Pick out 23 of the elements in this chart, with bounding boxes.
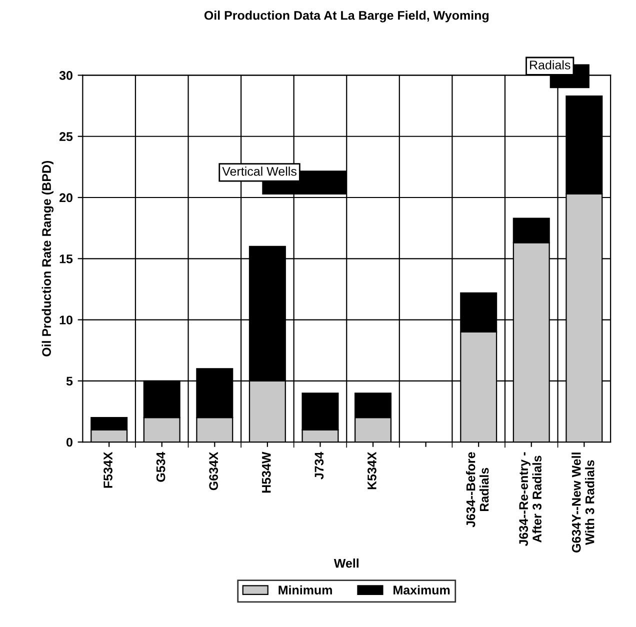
x-tick-label: G634X bbox=[209, 452, 218, 490]
y-tick-label: 0 bbox=[66, 438, 72, 447]
annotation: Vertical Wells bbox=[222, 166, 296, 176]
x-tick-label: F534X bbox=[104, 452, 112, 488]
text: Radials bbox=[530, 60, 570, 70]
y-axis-title: Oil Production Rate Range (BPD) bbox=[42, 160, 54, 356]
legend-label: Minimum bbox=[278, 585, 332, 595]
x-tick-label: H534W bbox=[262, 452, 271, 493]
y-tick-label: 15 bbox=[60, 254, 73, 264]
x-tick-label: G634Y--New Well With 3 Radials bbox=[572, 452, 594, 552]
y-tick-label: 20 bbox=[59, 193, 72, 202]
x-tick-label: K534X bbox=[368, 452, 376, 490]
x-tick-label: G534 bbox=[156, 452, 166, 482]
x-tick-label: J634--Re-entry - After 3 Radials bbox=[519, 452, 542, 546]
y-tick-label: 30 bbox=[59, 71, 72, 80]
legend-label: Maximum bbox=[394, 585, 450, 595]
x-tick-label: J734 bbox=[314, 452, 324, 480]
chart-title: Oil Production Data At La Barge Field, Wyoming bbox=[204, 10, 489, 22]
y-tick-label: 10 bbox=[60, 316, 72, 324]
x-axis-title: Well bbox=[334, 558, 358, 568]
y-tick-label: 25 bbox=[59, 132, 73, 142]
y-tick-label: 5 bbox=[66, 376, 73, 386]
x-tick-label: J634--Before Radials bbox=[466, 452, 489, 528]
